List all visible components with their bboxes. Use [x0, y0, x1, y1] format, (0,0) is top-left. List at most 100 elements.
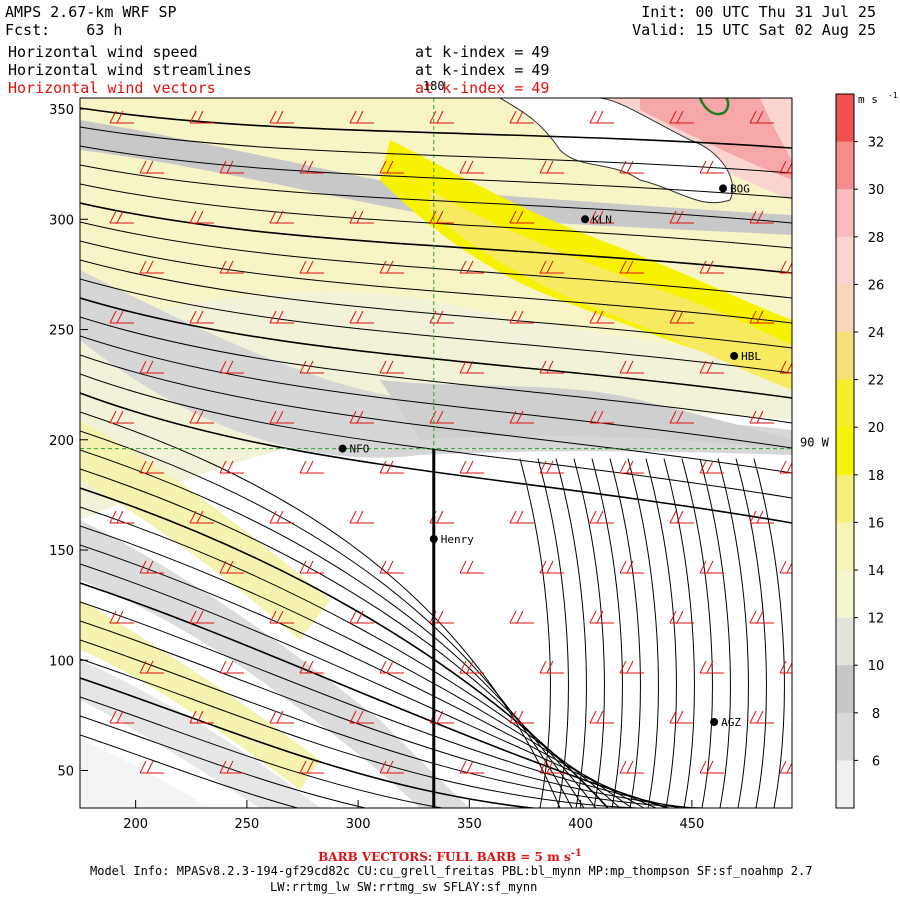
barb-flag [269, 210, 277, 224]
barb-flag [139, 260, 147, 274]
barb-note: BARB VECTORS: FULL BARB = 5 m s-1 [0, 848, 900, 864]
wind-barb [699, 760, 724, 774]
barb-flag [116, 410, 124, 424]
barb-flag [466, 360, 474, 374]
streamline [80, 715, 752, 808]
wind-barb [779, 160, 792, 174]
barb-flag [589, 510, 597, 524]
parallel-label: 90 W [800, 436, 830, 450]
streamline [80, 487, 609, 808]
barb-flag [146, 760, 154, 774]
colorbar: 32 30 28 26 24 22 20 18 16 14 12 10 8 6 m s -1 [835, 91, 898, 809]
barb-flag [539, 160, 547, 174]
barb-flag [626, 660, 634, 674]
barb-flag [749, 610, 757, 624]
station-label: NFO [350, 443, 370, 456]
barb-flag [436, 210, 444, 224]
barb-flag [669, 110, 677, 124]
wind-barb [749, 210, 774, 224]
barb-flag [299, 360, 307, 374]
station-label: AGZ [721, 716, 741, 729]
barb-flag [189, 410, 197, 424]
barb-flag [196, 210, 204, 224]
barb-flag [356, 310, 364, 324]
barb-flag [626, 360, 634, 374]
barb-flag [226, 160, 234, 174]
barb-flag [189, 210, 197, 224]
barb-flag [299, 660, 307, 674]
barb-flag [116, 310, 124, 324]
barb-flag [589, 710, 597, 724]
wind-barb [349, 510, 374, 524]
barb-flag [756, 510, 764, 524]
meridian-label: 180 [423, 79, 445, 93]
barb-note-text: BARB VECTORS: FULL BARB = 5 m s [318, 850, 571, 864]
barb-flag [699, 160, 707, 174]
wind-barb [459, 160, 484, 174]
wind-barb [219, 260, 244, 274]
barb-flag [699, 460, 707, 474]
wind-barb [699, 360, 724, 374]
barb-flag [589, 110, 597, 124]
barb-flag [706, 660, 714, 674]
colorbar-tick-label: 8 [872, 707, 880, 722]
barb-flag [546, 760, 554, 774]
colorbar-swatch [836, 570, 854, 619]
y-tick-label: 350 [49, 103, 74, 118]
streamline [609, 458, 641, 808]
barb-flag [436, 110, 444, 124]
k-index-3: at k-index = 49 [415, 80, 549, 97]
barb-flag [699, 260, 707, 274]
barb-flag [349, 610, 357, 624]
wind-barb [749, 610, 774, 624]
y-axis: 50 100 150 200 250 300 350 [49, 103, 88, 780]
barb-flag [269, 710, 277, 724]
forecast-hour: Fcst: 63 h [5, 22, 122, 39]
barb-flag [516, 410, 524, 424]
barb-flag [619, 160, 627, 174]
station-marker [719, 184, 728, 193]
wind-barb [509, 110, 534, 124]
barb-flag [356, 610, 364, 624]
wind-barb [459, 460, 484, 474]
colorbar-tick-label: 18 [868, 469, 885, 484]
barb-flag [699, 560, 707, 574]
barb-flag [356, 110, 364, 124]
barb-flag [269, 610, 277, 624]
barb-flag [676, 310, 684, 324]
barb-flag [749, 510, 757, 524]
barb-flag [756, 110, 764, 124]
barb-flag [189, 510, 197, 524]
streamline [80, 240, 792, 324]
wind-barb [539, 560, 564, 574]
barb-flag [669, 710, 677, 724]
barb-flag [219, 760, 227, 774]
map-area: NFO Henry KLN BOG HBL AGZ [80, 98, 792, 808]
streamline [80, 392, 792, 524]
streamline [80, 525, 633, 808]
wind-barb [619, 260, 644, 274]
map-frame [79, 97, 793, 809]
barb-flag [226, 560, 234, 574]
barb-flag [516, 510, 524, 524]
wind-barb [539, 260, 564, 274]
barb-flag [189, 710, 197, 724]
wind-barb [109, 110, 134, 124]
barb-flag [276, 510, 284, 524]
wind-barb [669, 710, 694, 724]
wind-barb [589, 210, 614, 224]
wind-barb [189, 210, 214, 224]
barb-flag [349, 710, 357, 724]
colorbar-swatch [836, 474, 854, 523]
streamline [80, 164, 792, 224]
colorbar-tick-label: 14 [868, 564, 885, 579]
barb-flag [379, 260, 387, 274]
wind-barb [539, 660, 564, 674]
barb-flag [429, 110, 437, 124]
colorbar-swatch [836, 760, 854, 809]
streamline [80, 677, 728, 808]
barb-flag [386, 760, 394, 774]
streamline [80, 126, 792, 174]
wind-barb [749, 310, 774, 324]
colorbar-units-exp: -1 [888, 91, 898, 100]
